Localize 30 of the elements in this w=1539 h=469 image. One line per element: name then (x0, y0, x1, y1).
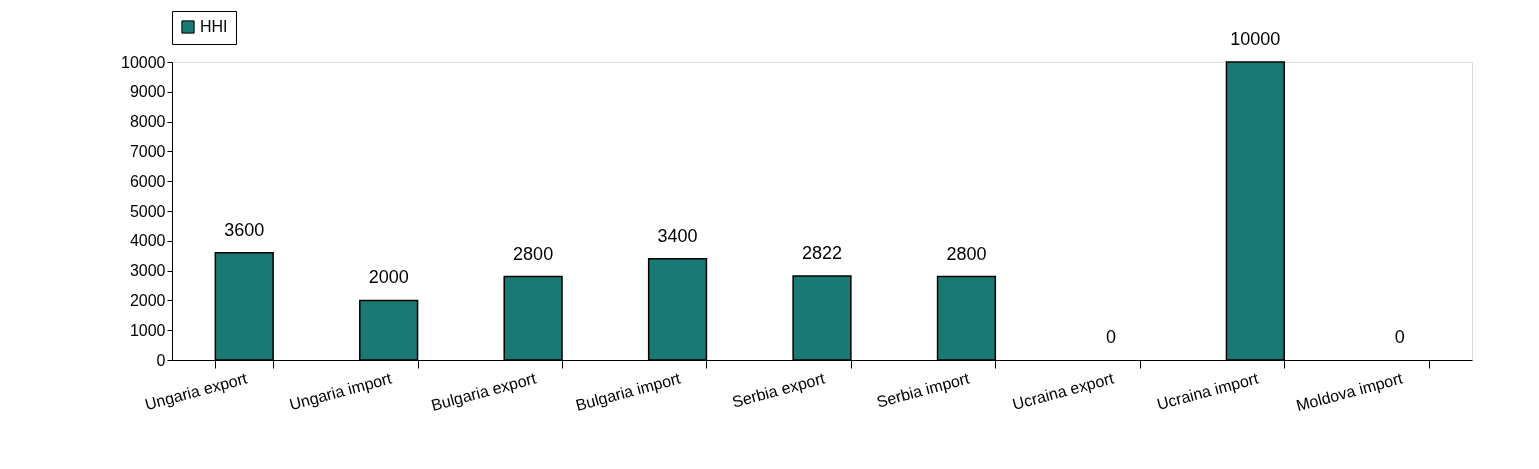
x-tick-label: Bulgaria import (573, 369, 683, 414)
y-tick-label: 5000 (129, 202, 166, 220)
legend-label: HHI (200, 18, 228, 35)
y-tick-label: 10000 (121, 53, 166, 71)
x-tick-label: Ucraina export (1010, 369, 1117, 413)
data-label: 2800 (513, 243, 554, 264)
y-tick-label: 1000 (129, 321, 166, 339)
x-tick-label: Ungaria import (287, 369, 394, 414)
y-tick-label: 8000 (129, 113, 166, 131)
y-tick-label: 2000 (129, 291, 166, 309)
y-tick-label: 6000 (129, 172, 166, 190)
y-tick-label: 3000 (129, 262, 166, 280)
y-tick-label: 0 (156, 351, 166, 369)
x-tick-label: Serbia export (730, 369, 828, 411)
x-tick-label: Ungaria export (143, 369, 250, 414)
y-tick-label: 4000 (129, 232, 166, 250)
y-tick-label: 9000 (129, 83, 166, 101)
x-tick-label: Moldova import (1294, 369, 1405, 415)
data-label: 2822 (801, 242, 843, 263)
data-label: 0 (1105, 327, 1116, 347)
data-label: 10000 (1230, 29, 1281, 49)
data-label: 3400 (657, 225, 698, 246)
data-label: 2800 (946, 243, 987, 264)
x-tick-label: Bulgaria export (429, 369, 539, 414)
x-tick-label: Serbia import (874, 369, 972, 411)
x-tick-label: Ucraina import (1155, 369, 1261, 413)
data-label: 0 (1394, 327, 1405, 347)
data-label: 3600 (224, 219, 265, 240)
y-tick-label: 7000 (129, 142, 166, 160)
data-label: 2000 (368, 267, 409, 288)
